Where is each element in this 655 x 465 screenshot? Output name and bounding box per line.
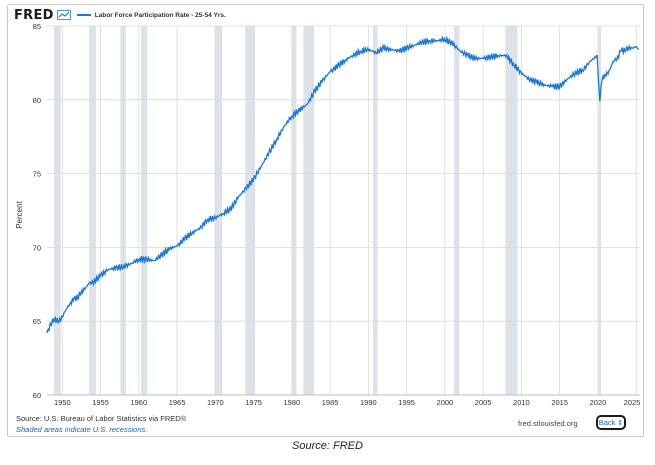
recession-band-3 — [141, 26, 148, 395]
recession-band-8 — [372, 26, 378, 395]
fred-url-link[interactable]: fred.stlouisfed.org — [518, 419, 578, 428]
x-tick-label: 2010 — [513, 398, 530, 407]
y-tick-label: 65 — [33, 317, 41, 326]
back-button-label: Back — [598, 418, 616, 427]
source-text: Source: U.S. Bureau of Labor Statistics … — [16, 414, 187, 423]
x-tick-label: 1985 — [322, 398, 339, 407]
x-tick-label: 1975 — [245, 398, 262, 407]
x-tick-label: 2005 — [475, 398, 492, 407]
x-tick-label: 2015 — [551, 398, 568, 407]
y-axis-label: Percent — [15, 200, 24, 228]
fred-logo[interactable]: FRED — [14, 7, 54, 23]
recession-note[interactable]: Shaded areas indicate U.S. recessions. — [16, 425, 148, 434]
recession-band-7 — [303, 26, 315, 395]
x-tick-label: 2000 — [437, 398, 454, 407]
recession-shading — [53, 26, 601, 395]
y-tick-label: 85 — [33, 22, 41, 31]
y-tick-label: 75 — [33, 170, 41, 179]
recession-band-5 — [245, 26, 256, 395]
series-title[interactable]: Labor Force Participation Rate - 25-54 Y… — [94, 11, 226, 19]
fred-graph-icon — [56, 10, 71, 20]
x-tick-label: 1990 — [360, 398, 377, 407]
recession-band-10 — [505, 26, 518, 395]
x-tick-label: 1955 — [92, 398, 109, 407]
recession-band-11 — [598, 26, 601, 395]
recession-band-9 — [454, 26, 460, 395]
y-tick-label: 80 — [33, 96, 41, 105]
x-tick-label: 1960 — [130, 398, 147, 407]
x-tick-label: 2025 — [624, 398, 641, 407]
x-tick-label: 1995 — [398, 398, 415, 407]
series-line-lfpr — [46, 35, 640, 334]
x-axis-ticks: 1950 1955 1960 1965 1970 1975 1980 1985 1990 1995… — [54, 398, 640, 407]
figure-caption: Source: FRED — [292, 440, 363, 452]
x-tick-label: 1980 — [284, 398, 301, 407]
expand-arrows-icon: ⇕ — [617, 419, 624, 427]
x-tick-label: 1965 — [169, 398, 186, 407]
x-tick-label: 2020 — [590, 398, 607, 407]
y-tick-label: 70 — [33, 243, 41, 252]
x-tick-label: 1970 — [207, 398, 224, 407]
recession-band-2 — [120, 26, 126, 395]
recession-band-4 — [214, 26, 223, 395]
chart-header: FRED Labor Force Participation Rate - 25… — [14, 6, 226, 24]
y-axis-ticks: 60 65 70 75 80 85 — [33, 22, 41, 400]
x-tick-label: 1950 — [54, 398, 71, 407]
recession-band-0 — [53, 26, 61, 395]
recession-band-1 — [89, 26, 96, 395]
back-button[interactable]: Back ⇕ — [596, 415, 626, 430]
legend-line-swatch — [76, 14, 91, 16]
y-tick-label: 60 — [33, 391, 41, 400]
recession-band-6 — [291, 26, 297, 395]
gridlines — [47, 25, 640, 396]
